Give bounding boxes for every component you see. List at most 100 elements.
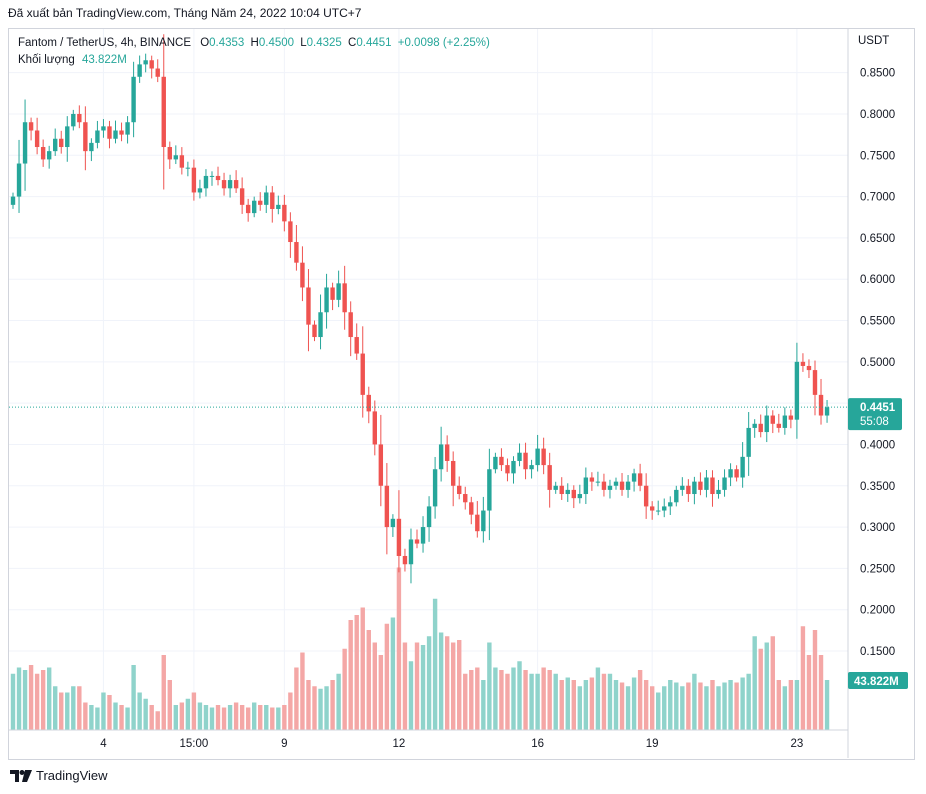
volume-bar [469,670,474,730]
candle-body [559,485,564,495]
volume-label[interactable]: Khối lượng [18,54,75,66]
candle-body [324,287,329,313]
volume-bar [300,652,305,730]
volume-bar [631,677,637,730]
candle-body [463,494,468,503]
volume-bar [348,620,353,730]
candle-body [752,423,757,428]
candle-body [662,506,667,511]
volume-bar [752,636,757,730]
volume-bar [499,670,504,730]
y-tick-label: 0.1500 [860,646,895,658]
candle-body [734,469,739,478]
candle-body [505,465,510,474]
volume-bar [34,673,40,730]
volume-bar [481,680,486,730]
candle-body [288,221,293,243]
candle-body [360,353,365,395]
candle-body [475,514,480,532]
brand-name: TradingView [36,768,108,783]
y-tick-label: 0.5000 [860,357,895,369]
volume-bar [264,705,269,730]
candle-body [595,481,601,483]
candle-body [601,481,607,490]
candle-body [65,126,70,148]
footer-brand[interactable]: TradingView [10,768,108,783]
candle-body [28,122,34,131]
x-tick-label: 4 [100,738,107,750]
candle-body [625,481,631,490]
candle-body [137,64,142,77]
volume-bar [372,642,377,730]
candle-body [686,485,691,495]
volume-bar [77,686,82,730]
volume-bar [426,636,432,730]
volume-bar [318,688,323,730]
candle-body [161,76,166,148]
candle-body [101,126,106,131]
volume-bar [245,707,251,730]
symbol-title[interactable]: Fantom / TetherUS, 4h, BINANCE [18,37,191,49]
volume-bar [179,702,185,730]
volume-bar [312,686,317,730]
candle-body [607,485,613,490]
volume-bar [607,673,613,730]
candle-body [318,312,323,338]
candle-body [408,539,414,565]
candle-body [746,427,751,457]
published-caption: Đã xuất bản TradingView.com, Tháng Năm 2… [8,6,362,20]
candle-body [481,510,486,532]
candle-body [764,415,769,433]
volume-bar [535,673,540,730]
candle-body [589,477,595,482]
volume-bar [185,698,191,730]
volume-bar [354,615,359,730]
candle-body [517,452,522,461]
candle-body [354,337,359,354]
candle-body [119,130,124,135]
candle-body [553,485,558,490]
volume-bar [529,673,534,730]
y-tick-label: 0.4000 [860,439,895,451]
candle-body [173,155,179,160]
volume-bar [270,707,275,730]
candle-body [77,113,82,123]
candle-body [469,502,474,515]
volume-bar [553,673,558,730]
volume-bar [65,692,70,730]
volume-bar [258,705,263,730]
volume-bar [173,705,179,730]
volume-bar [167,680,172,730]
volume-bar [414,642,420,730]
y-tick-label: 0.6500 [860,233,895,245]
volume-bar [595,667,601,730]
volume-bar [698,682,703,730]
y-tick-label: 0.2000 [860,605,895,617]
candle-body [59,138,64,148]
candle-body [113,130,118,139]
volume-bar [788,680,794,730]
price-axis: 0.15000.20000.25000.30000.35000.40000.45… [847,29,895,758]
volume-bar [125,707,130,730]
y-tick-label: 0.8000 [860,109,895,121]
volume-bar [686,682,691,730]
candle-body [680,485,685,490]
last-price-tag [848,398,902,431]
tradingview-logo-icon [10,769,32,782]
chart-frame [8,28,915,760]
candle-body [818,394,824,416]
y-tick-label: 0.6000 [860,274,895,286]
candle-body [402,555,408,565]
candle-body [812,370,818,395]
volume-bars [10,567,830,730]
x-tick-label: 19 [646,738,659,750]
candle-body [692,481,697,495]
volume-bar [674,682,679,730]
volume-bar [601,673,607,730]
y-tick-label: 0.3000 [860,522,895,534]
volume-bar [782,686,788,730]
volume-bar [342,648,347,730]
volume-bar [366,630,371,730]
candle-body [541,448,546,466]
